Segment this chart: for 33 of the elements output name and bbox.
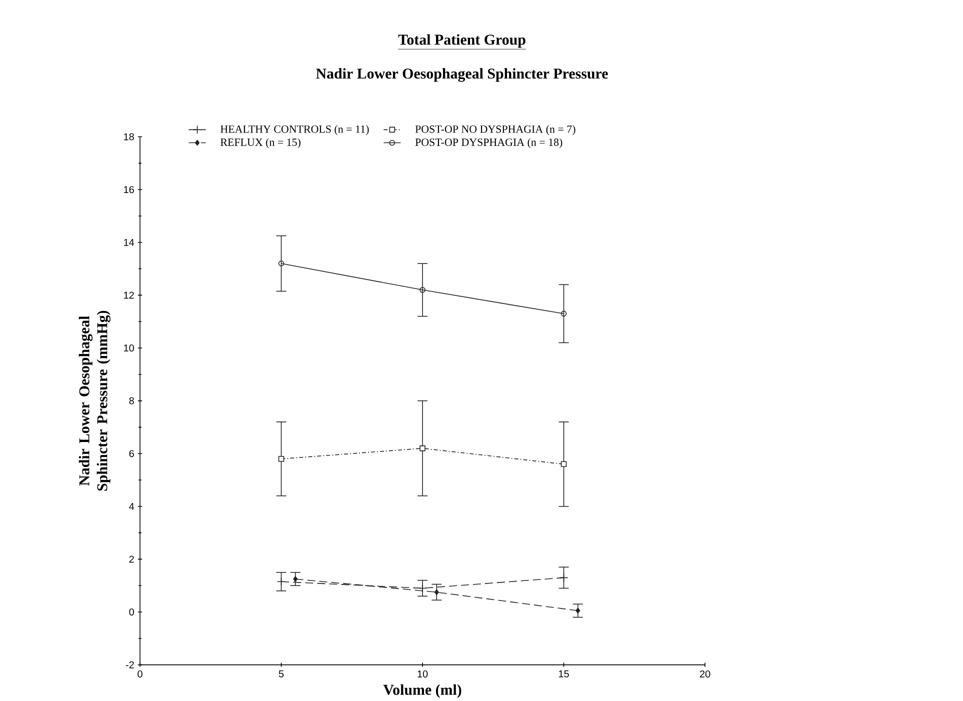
- y-tick-label: 16: [124, 186, 134, 194]
- point: [420, 445, 426, 452]
- y-tick-label: -2: [126, 661, 134, 668]
- legend-label: HEALTHY CONTROLS (n = 11): [220, 125, 369, 135]
- point: [276, 577, 286, 586]
- x-tick-label: 5: [278, 670, 284, 678]
- point: [559, 573, 568, 582]
- y-tick-label: 14: [124, 238, 134, 246]
- point: [418, 584, 427, 593]
- x-tick-label: 10: [418, 670, 428, 678]
- y-tick-label: 8: [129, 397, 134, 404]
- y-tick-label: 10: [124, 344, 134, 352]
- y-tick-label: 12: [124, 292, 134, 299]
- y-tick-label: 6: [129, 450, 134, 458]
- chart-subtitle: Nadir Lower Oesophageal Sphincter Pressure: [316, 68, 608, 82]
- x-tick-label: 20: [700, 670, 710, 678]
- point: [293, 576, 298, 582]
- x-tick-label: 0: [138, 670, 142, 678]
- y-tick-label: 18: [124, 133, 134, 140]
- chart-title: Total Patient Group: [398, 34, 526, 48]
- legend-label: POST-OP NO DYSPHAGIA (n = 7): [415, 125, 576, 135]
- legend-label: REFLUX (n = 15): [220, 138, 300, 148]
- y-axis-title: Nadir Lower Oesophageal Sphincter Pressure (mmHg): [78, 310, 110, 491]
- y-tick-label: 4: [129, 502, 134, 510]
- point: [278, 456, 284, 462]
- legend-label: POST-OP DYSPHAGIA (n = 18): [415, 138, 562, 148]
- y-tick-label: 0: [129, 608, 134, 616]
- point: [434, 589, 439, 595]
- point: [560, 461, 567, 467]
- point: [576, 608, 580, 614]
- x-axis-title: Volume (ml): [383, 684, 462, 698]
- x-tick-label: 15: [558, 670, 569, 678]
- y-tick-label: 2: [129, 556, 134, 563]
